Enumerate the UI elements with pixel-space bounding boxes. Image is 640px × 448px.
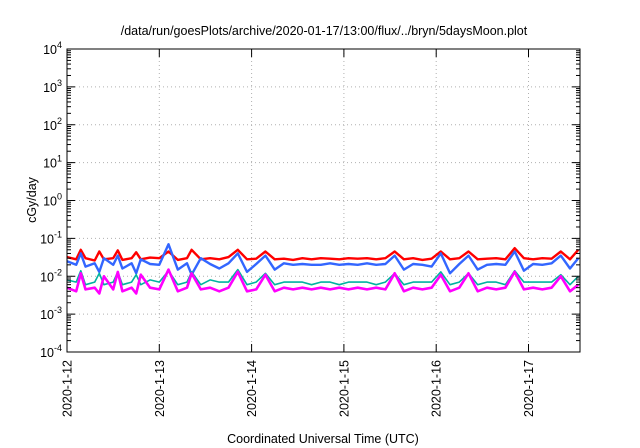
y-tick-label: 101 xyxy=(43,154,62,171)
y-tick-label-base: 10 xyxy=(40,346,54,360)
x-tick-label: 2020-1-12 xyxy=(61,360,75,417)
y-tick-label-exponent: -1 xyxy=(54,229,62,239)
x-tick-label: 2020-1-16 xyxy=(430,360,444,417)
y-tick-label-exponent: -3 xyxy=(54,305,62,315)
y-tick-label: 100 xyxy=(43,192,62,209)
y-tick-label: 102 xyxy=(43,116,62,133)
y-tick-label-exponent: 4 xyxy=(57,40,62,50)
y-tick-label: 10-3 xyxy=(40,305,62,322)
x-tick-label: 2020-1-17 xyxy=(522,360,536,417)
y-tick-label-base: 10 xyxy=(43,157,57,171)
y-tick-label-exponent: -2 xyxy=(54,267,62,277)
x-axis-label: Coordinated Universal Time (UTC) xyxy=(227,432,419,446)
x-tick-label: 2020-1-15 xyxy=(337,360,351,417)
y-tick-label-base: 10 xyxy=(40,232,54,246)
series-line-1 xyxy=(66,246,580,262)
x-tick-label: 2020-1-13 xyxy=(153,360,167,417)
y-tick-label-base: 10 xyxy=(43,119,57,133)
y-tick-label: 103 xyxy=(43,78,62,95)
y-tick-label-exponent: 2 xyxy=(57,116,62,126)
y-tick-label-exponent: 1 xyxy=(57,154,62,164)
y-tick-label: 10-2 xyxy=(40,267,62,284)
y-tick-label-base: 10 xyxy=(40,270,54,284)
x-axis-ticks: 2020-1-12 2020-1-13 2020-1-14 2020-1-15 2020… xyxy=(61,49,536,417)
y-tick-label: 104 xyxy=(43,40,62,57)
y-tick-label-base: 10 xyxy=(43,195,57,209)
y-tick-label-base: 10 xyxy=(43,43,57,57)
y-tick-label: 10-4 xyxy=(40,343,62,360)
y-tick-label: 10-1 xyxy=(40,229,62,246)
series-line-3 xyxy=(66,268,579,286)
chart-title: /data/run/goesPlots/archive/2020-01-17/1… xyxy=(121,24,528,38)
y-tick-label-base: 10 xyxy=(43,81,57,95)
grid xyxy=(67,49,580,352)
y-axis-label: cGy/day xyxy=(25,176,39,223)
x-tick-label: 2020-1-14 xyxy=(245,360,259,417)
y-tick-label-base: 10 xyxy=(40,308,54,322)
series-line-2 xyxy=(66,242,580,276)
y-tick-label-exponent: 0 xyxy=(57,192,62,202)
series-layer xyxy=(66,242,580,295)
series-line-4 xyxy=(66,268,580,295)
y-tick-label-exponent: -4 xyxy=(54,343,62,353)
y-tick-label-exponent: 3 xyxy=(57,78,62,88)
